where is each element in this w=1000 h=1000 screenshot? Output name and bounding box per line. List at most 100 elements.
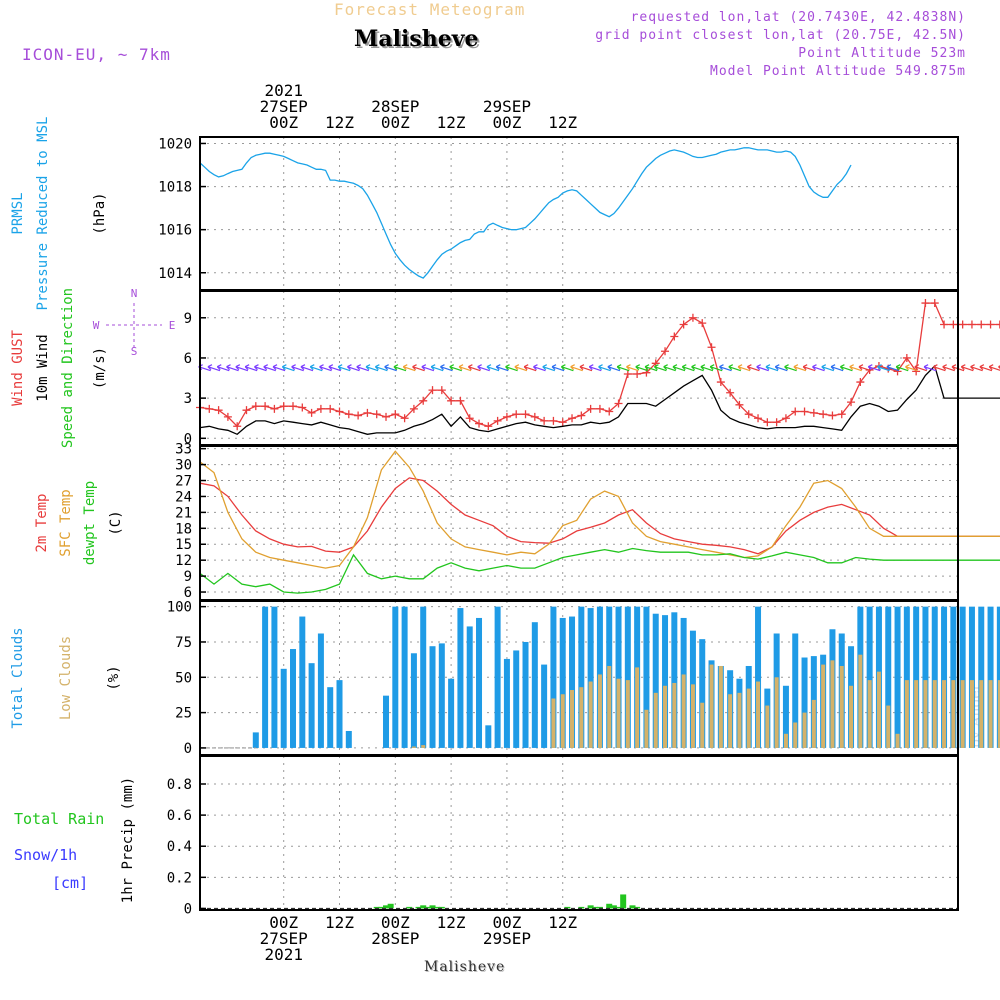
ylabel-temperature-0: 2m Temp bbox=[34, 493, 50, 552]
low-cloud-bar bbox=[849, 685, 854, 748]
gust-marker bbox=[577, 411, 586, 420]
ytick-label-pressure: 1014 bbox=[158, 266, 192, 282]
low-cloud-bar bbox=[904, 680, 909, 748]
low-cloud-bar bbox=[988, 680, 993, 748]
wind-arrowhead bbox=[756, 364, 761, 371]
wind-direction-arrow bbox=[840, 366, 853, 372]
low-cloud-bar bbox=[588, 681, 593, 748]
data-layer bbox=[106, 147, 1000, 910]
ylabel-pressure-1: Pressure Reduced to MSL bbox=[35, 117, 51, 311]
rain-bar bbox=[383, 905, 390, 909]
gust-marker bbox=[428, 386, 437, 395]
wind-direction-arrow bbox=[877, 366, 890, 372]
wind-arrowhead bbox=[672, 364, 678, 371]
gust-marker bbox=[233, 422, 242, 431]
low-cloud-bar bbox=[969, 680, 974, 748]
low-cloud-bar bbox=[644, 709, 649, 748]
wind-arrowhead bbox=[728, 364, 734, 371]
ytick-label-temperature: 24 bbox=[175, 489, 192, 505]
wind-arrowhead bbox=[514, 364, 520, 371]
ytick-label-clouds: 50 bbox=[175, 670, 192, 686]
wind-direction-arrow bbox=[886, 366, 900, 372]
total-cloud-bar bbox=[317, 633, 324, 748]
wind-arrowhead bbox=[579, 364, 585, 371]
wind-arrowhead bbox=[598, 364, 603, 371]
low-cloud-bar bbox=[570, 690, 575, 748]
low-cloud-bar bbox=[979, 680, 984, 748]
wind-direction-arrow bbox=[849, 366, 862, 372]
low-cloud-bar bbox=[411, 746, 416, 748]
gust-marker bbox=[335, 407, 344, 416]
gust-marker bbox=[670, 332, 679, 341]
meta-model-altitude: Model Point Altitude 549.875m bbox=[710, 64, 966, 79]
compass-west: W bbox=[93, 319, 100, 332]
wind-arrowhead bbox=[839, 364, 845, 371]
low-cloud-bar bbox=[663, 685, 668, 748]
wind-arrowhead bbox=[998, 365, 1000, 370]
gust-marker bbox=[456, 396, 465, 405]
wind-arrowhead bbox=[812, 364, 817, 371]
low-cloud-bar bbox=[672, 682, 677, 748]
wind-direction-arrow bbox=[272, 366, 286, 372]
wind-arrowhead bbox=[746, 364, 752, 371]
gust-marker bbox=[958, 320, 967, 329]
wind-arrowhead bbox=[281, 364, 287, 371]
wind-direction-arrow bbox=[244, 366, 258, 372]
low-cloud-bar bbox=[867, 680, 872, 748]
rain-bar bbox=[378, 906, 385, 909]
rain-bar bbox=[438, 906, 445, 909]
gust-marker bbox=[530, 412, 539, 421]
ytick-label-pressure: 1016 bbox=[158, 223, 192, 239]
wind-direction-arrow bbox=[430, 366, 444, 372]
ytick-label-clouds: 100 bbox=[167, 600, 192, 616]
ylabel-temperature-3: (C) bbox=[108, 510, 124, 535]
ytick-label-wind: 3 bbox=[184, 391, 192, 407]
gust-marker bbox=[502, 412, 511, 421]
gust-marker bbox=[679, 320, 688, 329]
wind-direction-arrow bbox=[207, 366, 221, 372]
wind-direction-arrow bbox=[812, 366, 825, 372]
total-cloud-bar bbox=[978, 606, 985, 748]
wind-direction-arrow bbox=[961, 366, 974, 372]
wind-arrowhead bbox=[765, 364, 771, 371]
low-cloud-bar bbox=[765, 705, 770, 748]
total-cloud-bar bbox=[782, 685, 789, 748]
meta-point-altitude: Point Altitude 523m bbox=[798, 46, 966, 61]
wind-direction-arrow bbox=[468, 366, 481, 372]
wind-arrowhead bbox=[681, 364, 687, 371]
total-cloud-bar bbox=[941, 606, 948, 748]
wind-arrowhead bbox=[830, 364, 836, 371]
wind-direction-arrow bbox=[551, 366, 565, 372]
time-tick-bottom: 12Z bbox=[437, 913, 466, 932]
ytick-label-temperature: 6 bbox=[184, 585, 192, 601]
gust-marker bbox=[828, 411, 837, 420]
wind-arrowhead bbox=[440, 364, 445, 371]
ytick-label-wind: 9 bbox=[184, 311, 192, 327]
footer-location: Malisheve bbox=[424, 959, 506, 975]
wind-arrowhead bbox=[356, 364, 362, 371]
total-cloud-bar bbox=[755, 606, 762, 748]
wind-arrowhead bbox=[914, 364, 920, 371]
wind-arrowhead bbox=[449, 364, 455, 371]
ytick-label-temperature: 18 bbox=[175, 521, 192, 537]
wind-arrowhead bbox=[821, 364, 827, 371]
low-cloud-bar bbox=[746, 688, 751, 748]
ylabel-clouds-1: Low Clouds bbox=[58, 636, 74, 720]
low-cloud-bar bbox=[942, 680, 947, 748]
label-layer: 1014 1016 1018 1020 PRMSL Pressure Reduced to… bbox=[10, 81, 578, 964]
rain-bar bbox=[578, 906, 585, 909]
wind-arrowhead bbox=[858, 364, 864, 371]
gust-marker bbox=[744, 410, 753, 419]
gust-marker bbox=[586, 404, 595, 413]
gust-marker bbox=[251, 402, 260, 411]
gust-marker bbox=[223, 412, 232, 421]
wind-direction-arrow bbox=[300, 366, 314, 372]
wind-direction-arrow bbox=[830, 366, 844, 372]
gust-marker bbox=[949, 320, 958, 329]
wind-arrowhead bbox=[244, 364, 250, 371]
wind-direction-arrow bbox=[254, 366, 267, 372]
wind-direction-arrow bbox=[458, 366, 472, 372]
ylabel-clouds-0: Total Clouds bbox=[10, 627, 26, 728]
wind-arrowhead bbox=[393, 364, 399, 371]
total-cloud-bar bbox=[420, 606, 427, 748]
